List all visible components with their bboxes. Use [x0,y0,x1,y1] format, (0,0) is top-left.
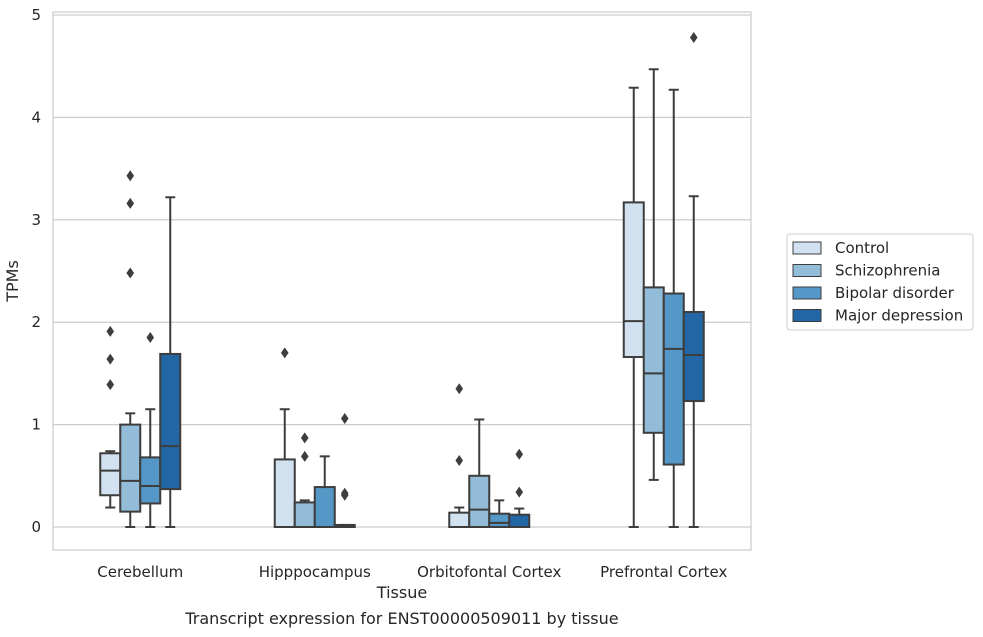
box-body [622,201,645,359]
box-body [508,513,531,528]
box-body [662,292,685,466]
legend: Control Schizophrenia Bipolar disorder Majo… [786,233,974,331]
box-major-depression [508,448,531,528]
legend-swatch [792,309,822,322]
box-body [313,486,336,528]
plot-frame [52,11,752,551]
x-axis-ticks: Cerebellum Hipppocampus Orbitofontal Corte… [97,563,727,581]
outlier-point [515,486,524,498]
outlier-point [300,450,309,462]
outlier-point [455,454,464,466]
box-bipolar-disorder [488,499,511,528]
box-body [468,474,491,528]
box-body [139,456,162,505]
box-major-depression [159,196,182,528]
legend-swatch [792,286,822,300]
box-body [99,452,122,497]
box-control [448,383,471,529]
outlier-point [126,267,135,279]
box-schizophrenia [119,170,142,528]
boxes [99,32,705,529]
box-bipolar-disorder [313,455,336,528]
box-body [273,458,296,528]
legend-swatch [792,241,822,255]
box-major-depression [682,32,705,528]
chart-caption: Transcript expression for ENST0000050901… [184,609,618,628]
y-tick-label: 3 [31,211,41,229]
legend-label: Major depression [835,307,963,325]
outlier-point [106,379,115,391]
y-axis-title: TPMs [3,260,22,303]
box-body [448,511,471,529]
x-tick-label: Orbitofontal Cortex [417,563,561,581]
x-tick-label: Prefrontal Cortex [600,563,727,581]
x-tick-label: Hipppocampus [259,563,371,581]
outlier-point [455,383,464,395]
y-tick-label: 4 [31,108,41,126]
box-schizophrenia [293,432,316,529]
box-schizophrenia [468,418,491,528]
box-body [488,512,511,528]
box-control [99,325,122,509]
legend-swatch [792,264,822,277]
outlier-point [106,325,115,337]
box-body [642,286,665,434]
y-tick-label: 0 [31,518,41,536]
box-body [682,310,705,403]
outlier-point [280,347,289,359]
box-schizophrenia [642,68,665,481]
outlier-point [515,448,524,460]
y-tick-label: 2 [31,313,41,331]
outlier-point [689,32,698,44]
y-tick-label: 1 [31,416,41,434]
legend-frame [786,233,974,331]
outlier-point [340,412,349,424]
box-bipolar-disorder [139,332,162,528]
box-control [273,347,296,528]
x-axis-title: Tissue [376,583,427,602]
legend-label: Schizophrenia [835,262,940,280]
box-body [119,423,142,513]
box-major-depression [333,412,356,529]
outlier-point [146,332,155,344]
outlier-point [340,487,349,499]
box-bipolar-disorder [662,88,685,528]
outlier-point [126,197,135,209]
outlier-point [300,432,309,444]
y-tick-label: 5 [31,6,41,24]
gridlines [53,14,751,528]
outlier-point [106,353,115,365]
legend-label: Control [835,239,889,257]
box-body [159,352,182,491]
box-control [622,86,645,528]
legend-label: Bipolar disorder [835,284,955,302]
outlier-point [126,170,135,182]
x-tick-label: Cerebellum [97,563,183,581]
y-axis-ticks: 0 1 2 3 4 5 [31,6,41,536]
box-body [293,501,316,529]
